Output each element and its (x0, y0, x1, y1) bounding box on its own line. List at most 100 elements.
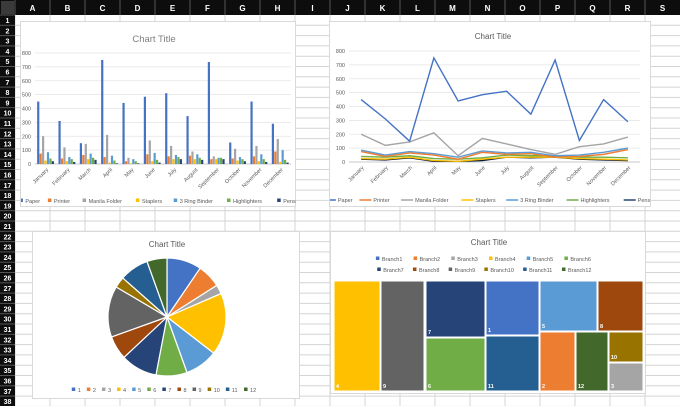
row-header-22[interactable]: 22 (4, 234, 12, 241)
row-header-26[interactable]: 26 (4, 276, 12, 283)
bar-pens[interactable] (73, 161, 76, 164)
row-header-24[interactable]: 24 (4, 255, 12, 262)
row-header-5[interactable]: 5 (6, 59, 10, 66)
treemap-tile-10[interactable]: 10 (608, 331, 644, 363)
bar-paper[interactable] (58, 120, 61, 164)
legend-item[interactable]: Branch9 (448, 267, 476, 275)
bar-manila-folder[interactable] (106, 134, 109, 164)
bar-staplers[interactable] (172, 159, 175, 164)
bar-printer[interactable] (252, 156, 256, 164)
bar-staplers[interactable] (108, 162, 111, 164)
bar-highlighters[interactable] (134, 161, 137, 164)
legend-item[interactable]: Branch8 (412, 267, 440, 275)
treemap-tile-5[interactable]: 5 (539, 280, 598, 332)
row-header-12[interactable]: 12 (4, 131, 12, 138)
line-staplers[interactable] (361, 156, 628, 163)
column-header-C[interactable]: C (100, 4, 106, 13)
legend-item[interactable]: Paper (323, 198, 353, 204)
bar-pens[interactable] (201, 159, 204, 164)
column-header-L[interactable]: L (415, 4, 420, 13)
bar-paper[interactable] (122, 102, 125, 164)
bar-printer[interactable] (124, 161, 128, 164)
legend-item[interactable]: Staplers (135, 198, 162, 206)
bar-printer[interactable] (167, 156, 170, 164)
pie-slice-9[interactable] (107, 286, 169, 338)
bar-3-ring-binder[interactable] (217, 157, 220, 164)
bar-staplers[interactable] (279, 161, 282, 164)
legend-item[interactable]: 3 Ring Binder (506, 198, 554, 204)
bar-manila-folder[interactable] (191, 151, 194, 164)
bar-printer[interactable] (146, 154, 149, 164)
legend-item[interactable]: Printer (47, 198, 70, 206)
row-header-3[interactable]: 3 (6, 39, 10, 46)
row-header-38[interactable]: 38 (4, 399, 12, 406)
treemap-tile-3[interactable]: 3 (608, 362, 644, 392)
row-header-23[interactable]: 23 (4, 245, 12, 252)
treemap-tile-2[interactable]: 2 (539, 331, 576, 392)
treemap-tile-4[interactable]: 4 (333, 280, 381, 392)
bar-printer[interactable] (231, 158, 234, 164)
legend-item[interactable]: Manila Folder (82, 198, 122, 206)
bar-paper[interactable] (143, 96, 146, 164)
legend-item[interactable]: Paper (19, 198, 40, 206)
legend-item[interactable]: Branch7 (377, 267, 404, 275)
legend-item[interactable]: 3 (101, 387, 111, 395)
row-header-34[interactable]: 34 (4, 358, 12, 365)
column-header-I[interactable]: I (311, 4, 313, 13)
legend-item[interactable]: Highlighters (227, 198, 262, 206)
legend-item[interactable]: Branch1 (375, 256, 403, 264)
bar-pens[interactable] (265, 161, 268, 164)
bar-highlighters[interactable] (177, 157, 180, 164)
row-header-14[interactable]: 14 (4, 152, 12, 159)
row-header-13[interactable]: 13 (4, 142, 12, 149)
bar-staplers[interactable] (129, 163, 132, 164)
row-header-21[interactable]: 21 (4, 224, 12, 231)
row-header-1[interactable]: 1 (6, 18, 10, 25)
column-header-D[interactable]: D (135, 4, 141, 13)
bar-3-ring-binder[interactable] (196, 154, 199, 164)
bar-manila-folder[interactable] (148, 140, 151, 164)
bar-highlighters[interactable] (91, 157, 95, 164)
bar-3-ring-binder[interactable] (46, 152, 50, 164)
bar-paper[interactable] (250, 101, 253, 164)
bar-manila-folder[interactable] (276, 139, 279, 164)
bar-staplers[interactable] (44, 160, 47, 164)
bar-paper[interactable] (101, 59, 104, 164)
column-header-M[interactable]: M (449, 4, 456, 13)
legend-item[interactable]: Branch6 (564, 256, 591, 264)
bar-pens[interactable] (51, 161, 54, 164)
column-header-G[interactable]: G (239, 4, 245, 13)
row-header-29[interactable]: 29 (4, 306, 12, 313)
column-header-O[interactable]: O (519, 4, 525, 13)
bar-staplers[interactable] (257, 161, 260, 164)
column-header-B[interactable]: B (65, 4, 71, 13)
row-header-18[interactable]: 18 (4, 193, 12, 200)
bar-3-ring-binder[interactable] (153, 152, 156, 164)
column-header-E[interactable]: E (170, 4, 176, 13)
row-header-9[interactable]: 9 (6, 100, 10, 107)
legend-item[interactable]: 11 (225, 387, 238, 395)
legend-item[interactable]: 1 (71, 387, 81, 395)
bar-printer[interactable] (103, 157, 106, 164)
bar-printer[interactable] (60, 158, 64, 164)
treemap-tile-12[interactable]: 12 (575, 331, 609, 392)
chart-title[interactable]: Chart Title (471, 238, 508, 247)
bar-manila-folder[interactable] (42, 136, 45, 164)
legend-item[interactable]: Staplers (461, 198, 496, 204)
bar-printer[interactable] (39, 153, 42, 164)
line-highlighters[interactable] (361, 154, 628, 160)
bar-manila-folder[interactable] (170, 145, 173, 164)
row-header-17[interactable]: 17 (4, 183, 12, 190)
treemap-tile-8[interactable]: 8 (597, 280, 644, 332)
legend-item[interactable]: Branch12 (561, 267, 592, 275)
bar-3-ring-binder[interactable] (174, 154, 178, 164)
treemap-tile-1[interactable]: 1 (485, 280, 540, 336)
bar-highlighters[interactable] (49, 158, 52, 164)
bar-paper[interactable] (79, 143, 82, 164)
legend-item[interactable]: 9 (192, 387, 202, 395)
legend-item[interactable]: Branch11 (523, 267, 552, 275)
column-header-J[interactable]: J (345, 4, 349, 13)
row-header-7[interactable]: 7 (6, 80, 10, 87)
row-header-28[interactable]: 28 (4, 296, 12, 303)
legend-item[interactable]: 6 (147, 387, 156, 395)
